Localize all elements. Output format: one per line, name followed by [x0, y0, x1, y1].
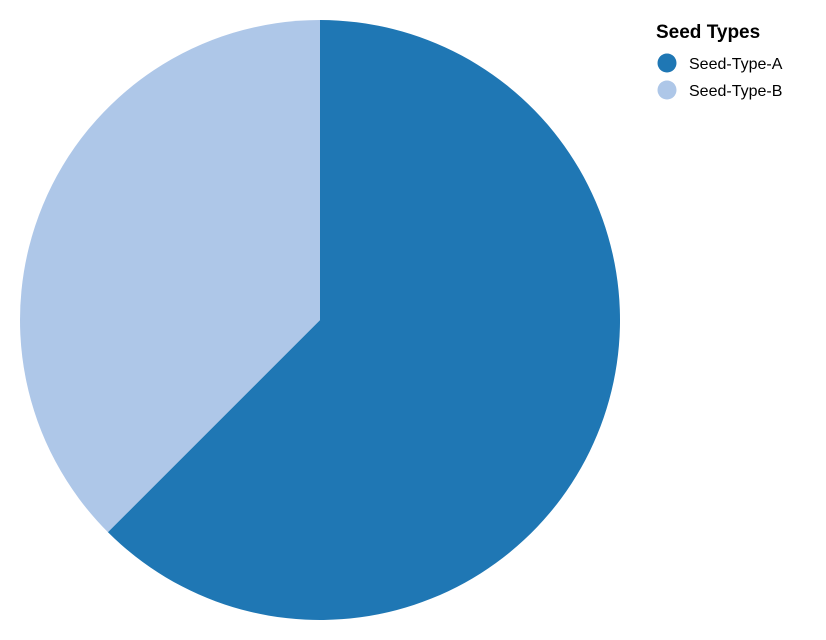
legend-title: Seed Types: [656, 22, 760, 43]
pie-slice-seed-type-a: [107, 20, 621, 620]
legend-swatch-seed-type-a: [657, 53, 677, 73]
legend-items: Seed-Type-A Seed-Type-B: [657, 53, 783, 100]
legend-swatch-seed-type-b: [657, 80, 677, 100]
legend: Seed Types Seed-Type-A Seed-Type-B: [656, 22, 783, 100]
legend-label-seed-type-a: Seed-Type-A: [689, 56, 783, 73]
pie-slice-seed-type-b: [20, 20, 320, 533]
pie-slices: [20, 20, 621, 620]
legend-label-seed-type-b: Seed-Type-B: [689, 83, 782, 100]
